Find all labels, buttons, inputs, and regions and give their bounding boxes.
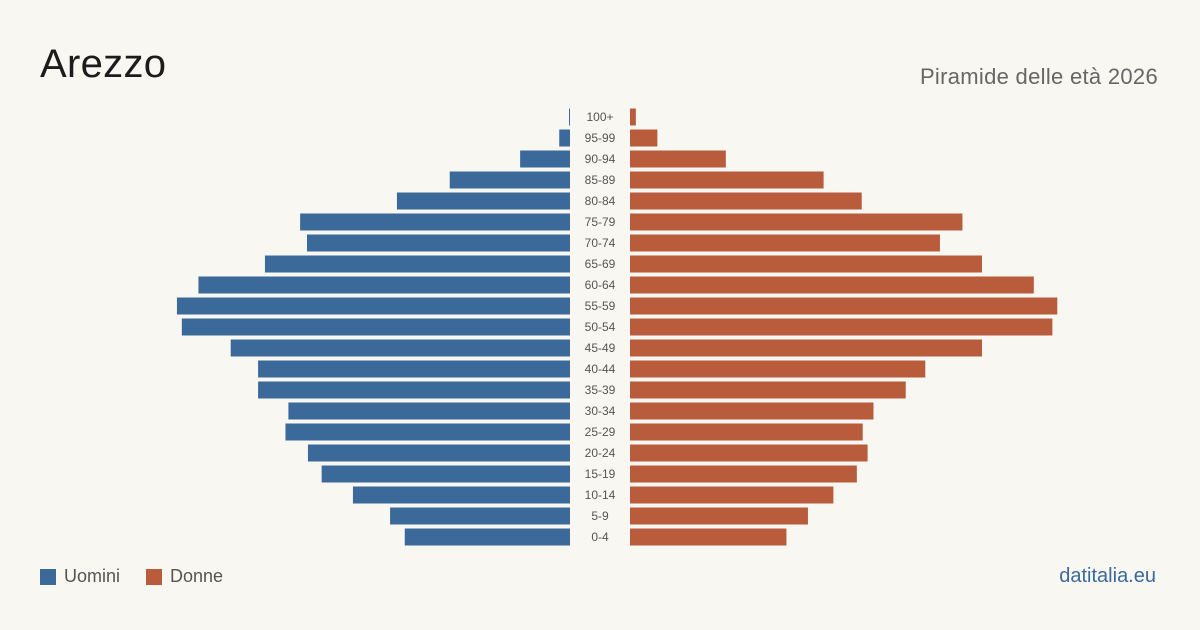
bar-men-100+ — [569, 108, 570, 126]
age-label-0-4: 0-4 — [591, 530, 609, 544]
bar-men-80-84 — [396, 192, 570, 210]
age-label-80-84: 80-84 — [585, 194, 616, 208]
bar-women-10-14 — [630, 486, 834, 504]
bar-men-75-79 — [300, 213, 570, 231]
bar-men-40-44 — [258, 360, 570, 378]
bar-men-20-24 — [307, 444, 570, 462]
bar-men-25-29 — [285, 423, 570, 441]
age-label-25-29: 25-29 — [585, 425, 616, 439]
legend-item-men: Uomini — [40, 566, 120, 587]
legend-label-men: Uomini — [64, 566, 121, 586]
bar-men-10-14 — [352, 486, 570, 504]
bar-men-30-34 — [288, 402, 570, 420]
source-link[interactable]: datitalia.eu — [1059, 565, 1156, 587]
age-label-75-79: 75-79 — [585, 215, 616, 229]
bar-men-5-9 — [390, 507, 570, 525]
legend-item-women: Donne — [146, 566, 223, 587]
bar-men-70-74 — [306, 234, 570, 252]
age-label-100+: 100+ — [586, 110, 613, 124]
bar-women-30-34 — [630, 402, 874, 420]
bar-men-60-64 — [198, 276, 570, 294]
bar-men-50-54 — [181, 318, 571, 336]
legend-swatch-women — [146, 568, 163, 585]
bar-women-60-64 — [630, 276, 1034, 294]
age-label-35-39: 35-39 — [585, 383, 616, 397]
bar-women-25-29 — [630, 423, 863, 441]
age-label-55-59: 55-59 — [585, 299, 616, 313]
bar-women-50-54 — [630, 318, 1053, 336]
bar-women-85-89 — [630, 171, 824, 189]
bar-men-85-89 — [449, 171, 570, 189]
bar-women-40-44 — [630, 360, 926, 378]
legend-swatch-men — [40, 568, 56, 585]
age-label-50-54: 50-54 — [585, 320, 616, 334]
bar-men-55-59 — [176, 297, 570, 315]
chart-subtitle: Piramide delle età 2026 — [919, 64, 1158, 89]
age-label-90-94: 90-94 — [585, 152, 616, 166]
bar-men-95-99 — [559, 129, 570, 147]
bar-women-70-74 — [630, 234, 940, 252]
bar-men-45-49 — [230, 339, 570, 357]
bar-women-55-59 — [630, 297, 1058, 315]
bar-women-5-9 — [630, 507, 808, 525]
age-label-60-64: 60-64 — [585, 278, 616, 292]
bar-women-95-99 — [630, 129, 658, 147]
age-label-70-74: 70-74 — [585, 236, 616, 250]
bar-men-65-69 — [264, 255, 570, 273]
bar-men-15-19 — [321, 465, 570, 483]
age-label-30-34: 30-34 — [585, 404, 616, 418]
age-label-85-89: 85-89 — [585, 173, 616, 187]
bar-women-15-19 — [630, 465, 857, 483]
page-title: Arezzo — [40, 42, 167, 86]
bar-women-80-84 — [630, 192, 862, 210]
age-label-20-24: 20-24 — [585, 446, 616, 460]
bar-women-75-79 — [630, 213, 963, 231]
bar-women-45-49 — [630, 339, 982, 357]
bar-women-90-94 — [630, 150, 726, 168]
age-label-40-44: 40-44 — [585, 362, 616, 376]
bar-women-35-39 — [630, 381, 906, 399]
legend-label-women: Donne — [170, 566, 224, 586]
bar-women-65-69 — [630, 255, 982, 273]
age-label-15-19: 15-19 — [585, 467, 616, 481]
age-label-95-99: 95-99 — [585, 131, 616, 145]
bar-women-20-24 — [630, 444, 868, 462]
age-label-65-69: 65-69 — [585, 257, 616, 271]
bar-women-0-4 — [630, 528, 787, 546]
age-label-5-9: 5-9 — [591, 509, 609, 523]
bar-women-100+ — [630, 108, 636, 126]
age-label-10-14: 10-14 — [585, 488, 616, 502]
bar-men-0-4 — [404, 528, 570, 546]
bar-men-90-94 — [520, 150, 570, 168]
legend: Uomini Donne — [40, 566, 249, 587]
age-label-45-49: 45-49 — [585, 341, 616, 355]
bar-men-35-39 — [258, 381, 570, 399]
